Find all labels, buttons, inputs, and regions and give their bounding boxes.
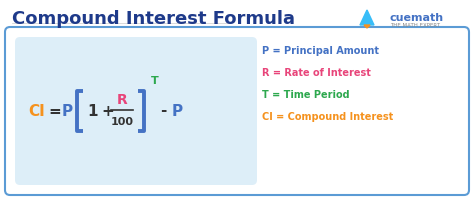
- Text: R: R: [117, 93, 128, 107]
- Text: P: P: [62, 104, 73, 119]
- Text: T: T: [151, 76, 159, 86]
- Text: cuemath: cuemath: [390, 13, 444, 23]
- Polygon shape: [360, 10, 374, 25]
- Polygon shape: [364, 25, 370, 28]
- Text: +: +: [101, 104, 114, 119]
- Text: Compound Interest Formula: Compound Interest Formula: [12, 10, 295, 28]
- Text: T = Time Period: T = Time Period: [262, 90, 350, 100]
- Text: =: =: [48, 104, 61, 119]
- Text: P: P: [172, 104, 183, 119]
- Text: CI: CI: [28, 104, 45, 119]
- Text: THE MATH EXPERT: THE MATH EXPERT: [390, 23, 440, 28]
- Text: P = Principal Amount: P = Principal Amount: [262, 46, 379, 56]
- FancyBboxPatch shape: [5, 27, 469, 195]
- Text: -: -: [160, 104, 166, 119]
- Text: CI = Compound Interest: CI = Compound Interest: [262, 112, 393, 122]
- FancyBboxPatch shape: [15, 37, 257, 185]
- Text: 100: 100: [110, 117, 134, 127]
- Text: 1: 1: [87, 104, 98, 119]
- Text: R = Rate of Interest: R = Rate of Interest: [262, 68, 371, 78]
